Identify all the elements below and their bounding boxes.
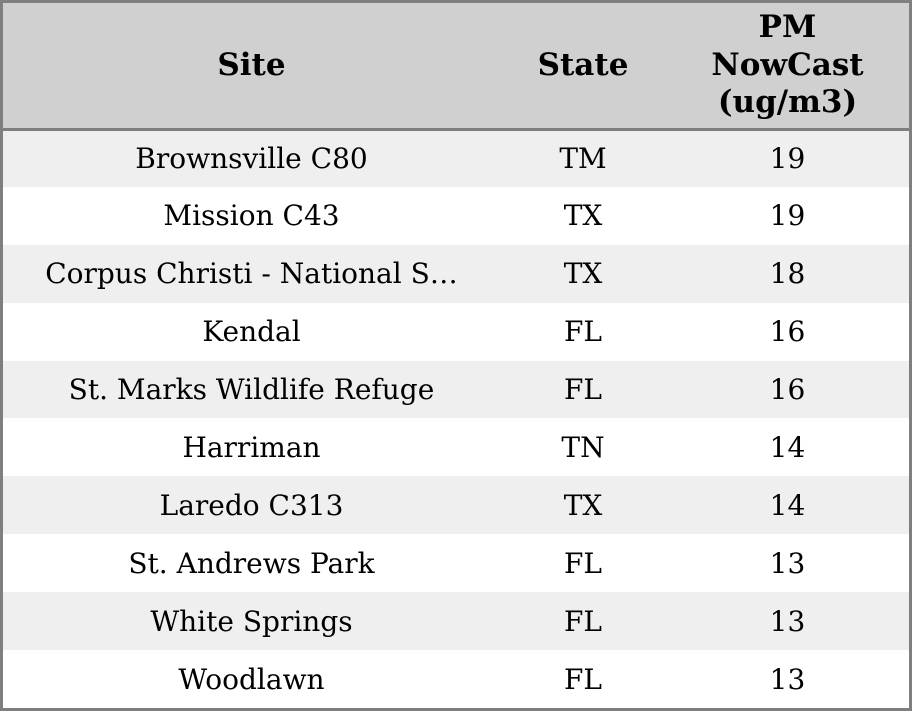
cell-state: TN [561, 430, 605, 464]
cell-site: Kendal [202, 315, 301, 349]
cell-state: TX [563, 488, 603, 522]
table-row: Laredo C313 TX 14 [3, 476, 909, 535]
table-body: Brownsville C80 TM 19 Mission C43 TX 19 Corpus… [3, 129, 909, 708]
cell-site: St. Marks Wildlife Refuge [68, 373, 435, 406]
cell-state: FL [563, 315, 603, 349]
pm-nowcast-table: Site State PM NowCast (ug/m3) Brownsvill… [3, 3, 909, 708]
cell-pm-nowcast: 14 [769, 430, 806, 464]
cell-pm-nowcast: 13 [769, 662, 806, 696]
cell-pm-nowcast: 16 [769, 373, 806, 406]
cell-site: Corpus Christi - National S… [45, 257, 458, 291]
cell-state: FL [563, 662, 603, 696]
cell-pm-nowcast: 13 [769, 604, 806, 638]
cell-state: FL [563, 373, 603, 406]
table-row: St. Andrews Park FL 13 [3, 534, 909, 593]
cell-site: Laredo C313 [159, 488, 344, 522]
table-row: St. Marks Wildlife Refuge FL 16 [3, 360, 909, 419]
cell-pm-nowcast: 14 [769, 488, 806, 522]
cell-state: TX [563, 199, 603, 233]
column-header-state: State [500, 3, 666, 131]
cell-site: St. Andrews Park [128, 546, 375, 580]
cell-pm-nowcast: 19 [769, 199, 806, 233]
cell-site: White Springs [150, 604, 353, 638]
table-header: Site State PM NowCast (ug/m3) [3, 3, 909, 131]
cell-pm-nowcast: 13 [769, 546, 806, 580]
cell-site: Woodlawn [178, 662, 325, 696]
table-row: Kendal FL 16 [3, 302, 909, 361]
cell-state: TX [563, 257, 603, 291]
table-row: Corpus Christi - National S… TX 18 [3, 244, 909, 303]
cell-pm-nowcast: 19 [769, 142, 806, 176]
table-row: Mission C43 TX 19 [3, 186, 909, 245]
table-row: Brownsville C80 TM 19 [3, 129, 909, 187]
cell-state: FL [563, 546, 603, 580]
table-row: Woodlawn FL 13 [3, 650, 909, 708]
cell-state: FL [563, 604, 603, 638]
cell-site: Harriman [182, 430, 321, 464]
cell-site: Brownsville C80 [135, 142, 368, 176]
cell-site: Mission C43 [163, 199, 340, 233]
cell-pm-nowcast: 16 [769, 315, 806, 349]
table-row: Harriman TN 14 [3, 418, 909, 477]
cell-pm-nowcast: 18 [769, 257, 806, 291]
table-row: White Springs FL 13 [3, 592, 909, 651]
header-row: Site State PM NowCast (ug/m3) [3, 3, 909, 131]
column-header-site: Site [3, 3, 500, 131]
cell-state: TM [559, 142, 607, 176]
column-header-pm-nowcast: PM NowCast (ug/m3) [666, 3, 909, 131]
